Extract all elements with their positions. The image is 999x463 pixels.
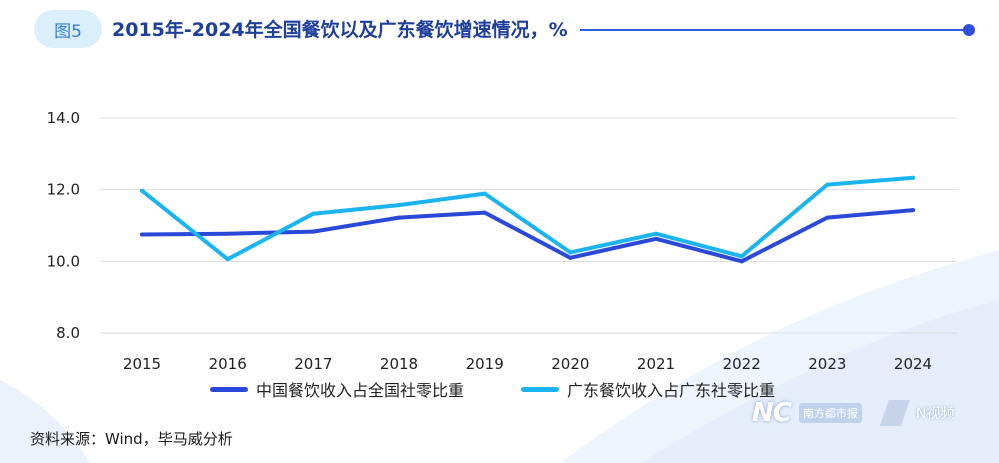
legend-label-national: 中国餐饮收入占全国社零比重 bbox=[256, 381, 465, 400]
data-point-series-0 bbox=[654, 236, 658, 241]
data-point-series-1 bbox=[739, 254, 744, 259]
data-point-series-1 bbox=[654, 231, 658, 236]
watermark-logos: NC 南方都市报 N视频 bbox=[752, 398, 954, 428]
n-video-logo: N视频 bbox=[915, 406, 955, 422]
data-point-series-0 bbox=[225, 231, 230, 236]
y-tick-label: 14.0 bbox=[47, 109, 80, 127]
legend-item-guangdong: 广东餐饮收入占广东社零比重 bbox=[521, 377, 775, 401]
data-point-series-1 bbox=[482, 191, 487, 196]
x-tick-label: 2016 bbox=[209, 355, 247, 373]
data-point-series-1 bbox=[911, 175, 915, 180]
x-tick-label: 2021 bbox=[637, 355, 675, 373]
x-tick-label: 2018 bbox=[380, 355, 418, 373]
n-video-icon bbox=[879, 400, 910, 426]
title-rule bbox=[580, 29, 968, 31]
x-tick-label: 2015 bbox=[123, 355, 161, 373]
data-point-series-1 bbox=[825, 182, 830, 187]
legend-label-guangdong: 广东餐饮收入占广东社零比重 bbox=[567, 381, 776, 400]
data-point-series-0 bbox=[739, 259, 744, 264]
data-point-series-0 bbox=[568, 255, 573, 260]
data-point-series-0 bbox=[911, 208, 915, 213]
data-point-series-1 bbox=[225, 257, 230, 262]
legend: 中国餐饮收入占全国社零比重 广东餐饮收入占广东社零比重 bbox=[0, 377, 999, 403]
x-tick-label: 2023 bbox=[808, 355, 846, 373]
chart-title: 2015年-2024年全国餐饮以及广东餐饮增速情况，% bbox=[112, 19, 568, 41]
data-point-series-1 bbox=[140, 188, 144, 193]
title-dot bbox=[963, 24, 975, 36]
y-tick-label: 10.0 bbox=[47, 252, 80, 270]
data-point-series-0 bbox=[397, 215, 401, 220]
data-point-series-0 bbox=[825, 215, 830, 220]
data-point-series-0 bbox=[482, 210, 487, 215]
newspaper-logo: 南方都市报 bbox=[798, 403, 862, 423]
data-point-series-1 bbox=[397, 203, 401, 208]
y-tick-label: 8.0 bbox=[56, 324, 80, 342]
series-line-1 bbox=[140, 175, 915, 262]
x-tick-label: 2017 bbox=[294, 355, 332, 373]
legend-swatch-national bbox=[210, 386, 248, 392]
x-tick-label: 2022 bbox=[723, 355, 761, 373]
data-point-series-0 bbox=[311, 229, 316, 234]
data-point-series-1 bbox=[311, 211, 316, 216]
y-tick-label: 12.0 bbox=[47, 181, 80, 199]
x-tick-label: 2024 bbox=[894, 355, 932, 373]
nc-logo: NC bbox=[752, 398, 792, 428]
source-note: 资料来源：Wind，毕马威分析 bbox=[30, 430, 233, 448]
data-point-series-1 bbox=[568, 250, 573, 255]
x-tick-label: 2020 bbox=[551, 355, 589, 373]
series-line-0 bbox=[140, 208, 915, 264]
legend-item-national: 中国餐饮收入占全国社零比重 bbox=[210, 377, 464, 401]
figure-badge: 图5 bbox=[34, 10, 102, 48]
legend-swatch-guangdong bbox=[521, 386, 559, 392]
data-point-series-0 bbox=[140, 232, 144, 237]
x-tick-label: 2019 bbox=[466, 355, 504, 373]
